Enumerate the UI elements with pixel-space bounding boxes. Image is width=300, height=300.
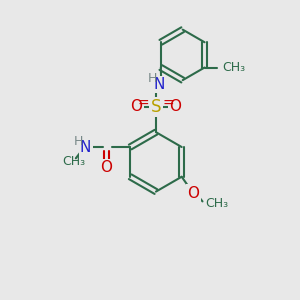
Text: O: O xyxy=(130,99,142,114)
Text: CH₃: CH₃ xyxy=(62,155,85,168)
Text: S: S xyxy=(151,98,161,116)
Text: O: O xyxy=(188,186,200,201)
Text: O: O xyxy=(169,99,181,114)
Text: H: H xyxy=(148,72,157,85)
Text: CH₃: CH₃ xyxy=(206,197,229,210)
Text: =: = xyxy=(138,97,149,111)
Text: N: N xyxy=(80,140,91,154)
Text: =: = xyxy=(163,97,174,111)
Text: CH₃: CH₃ xyxy=(222,61,245,74)
Text: O: O xyxy=(100,160,112,175)
Text: N: N xyxy=(154,77,165,92)
Text: H: H xyxy=(74,135,83,148)
